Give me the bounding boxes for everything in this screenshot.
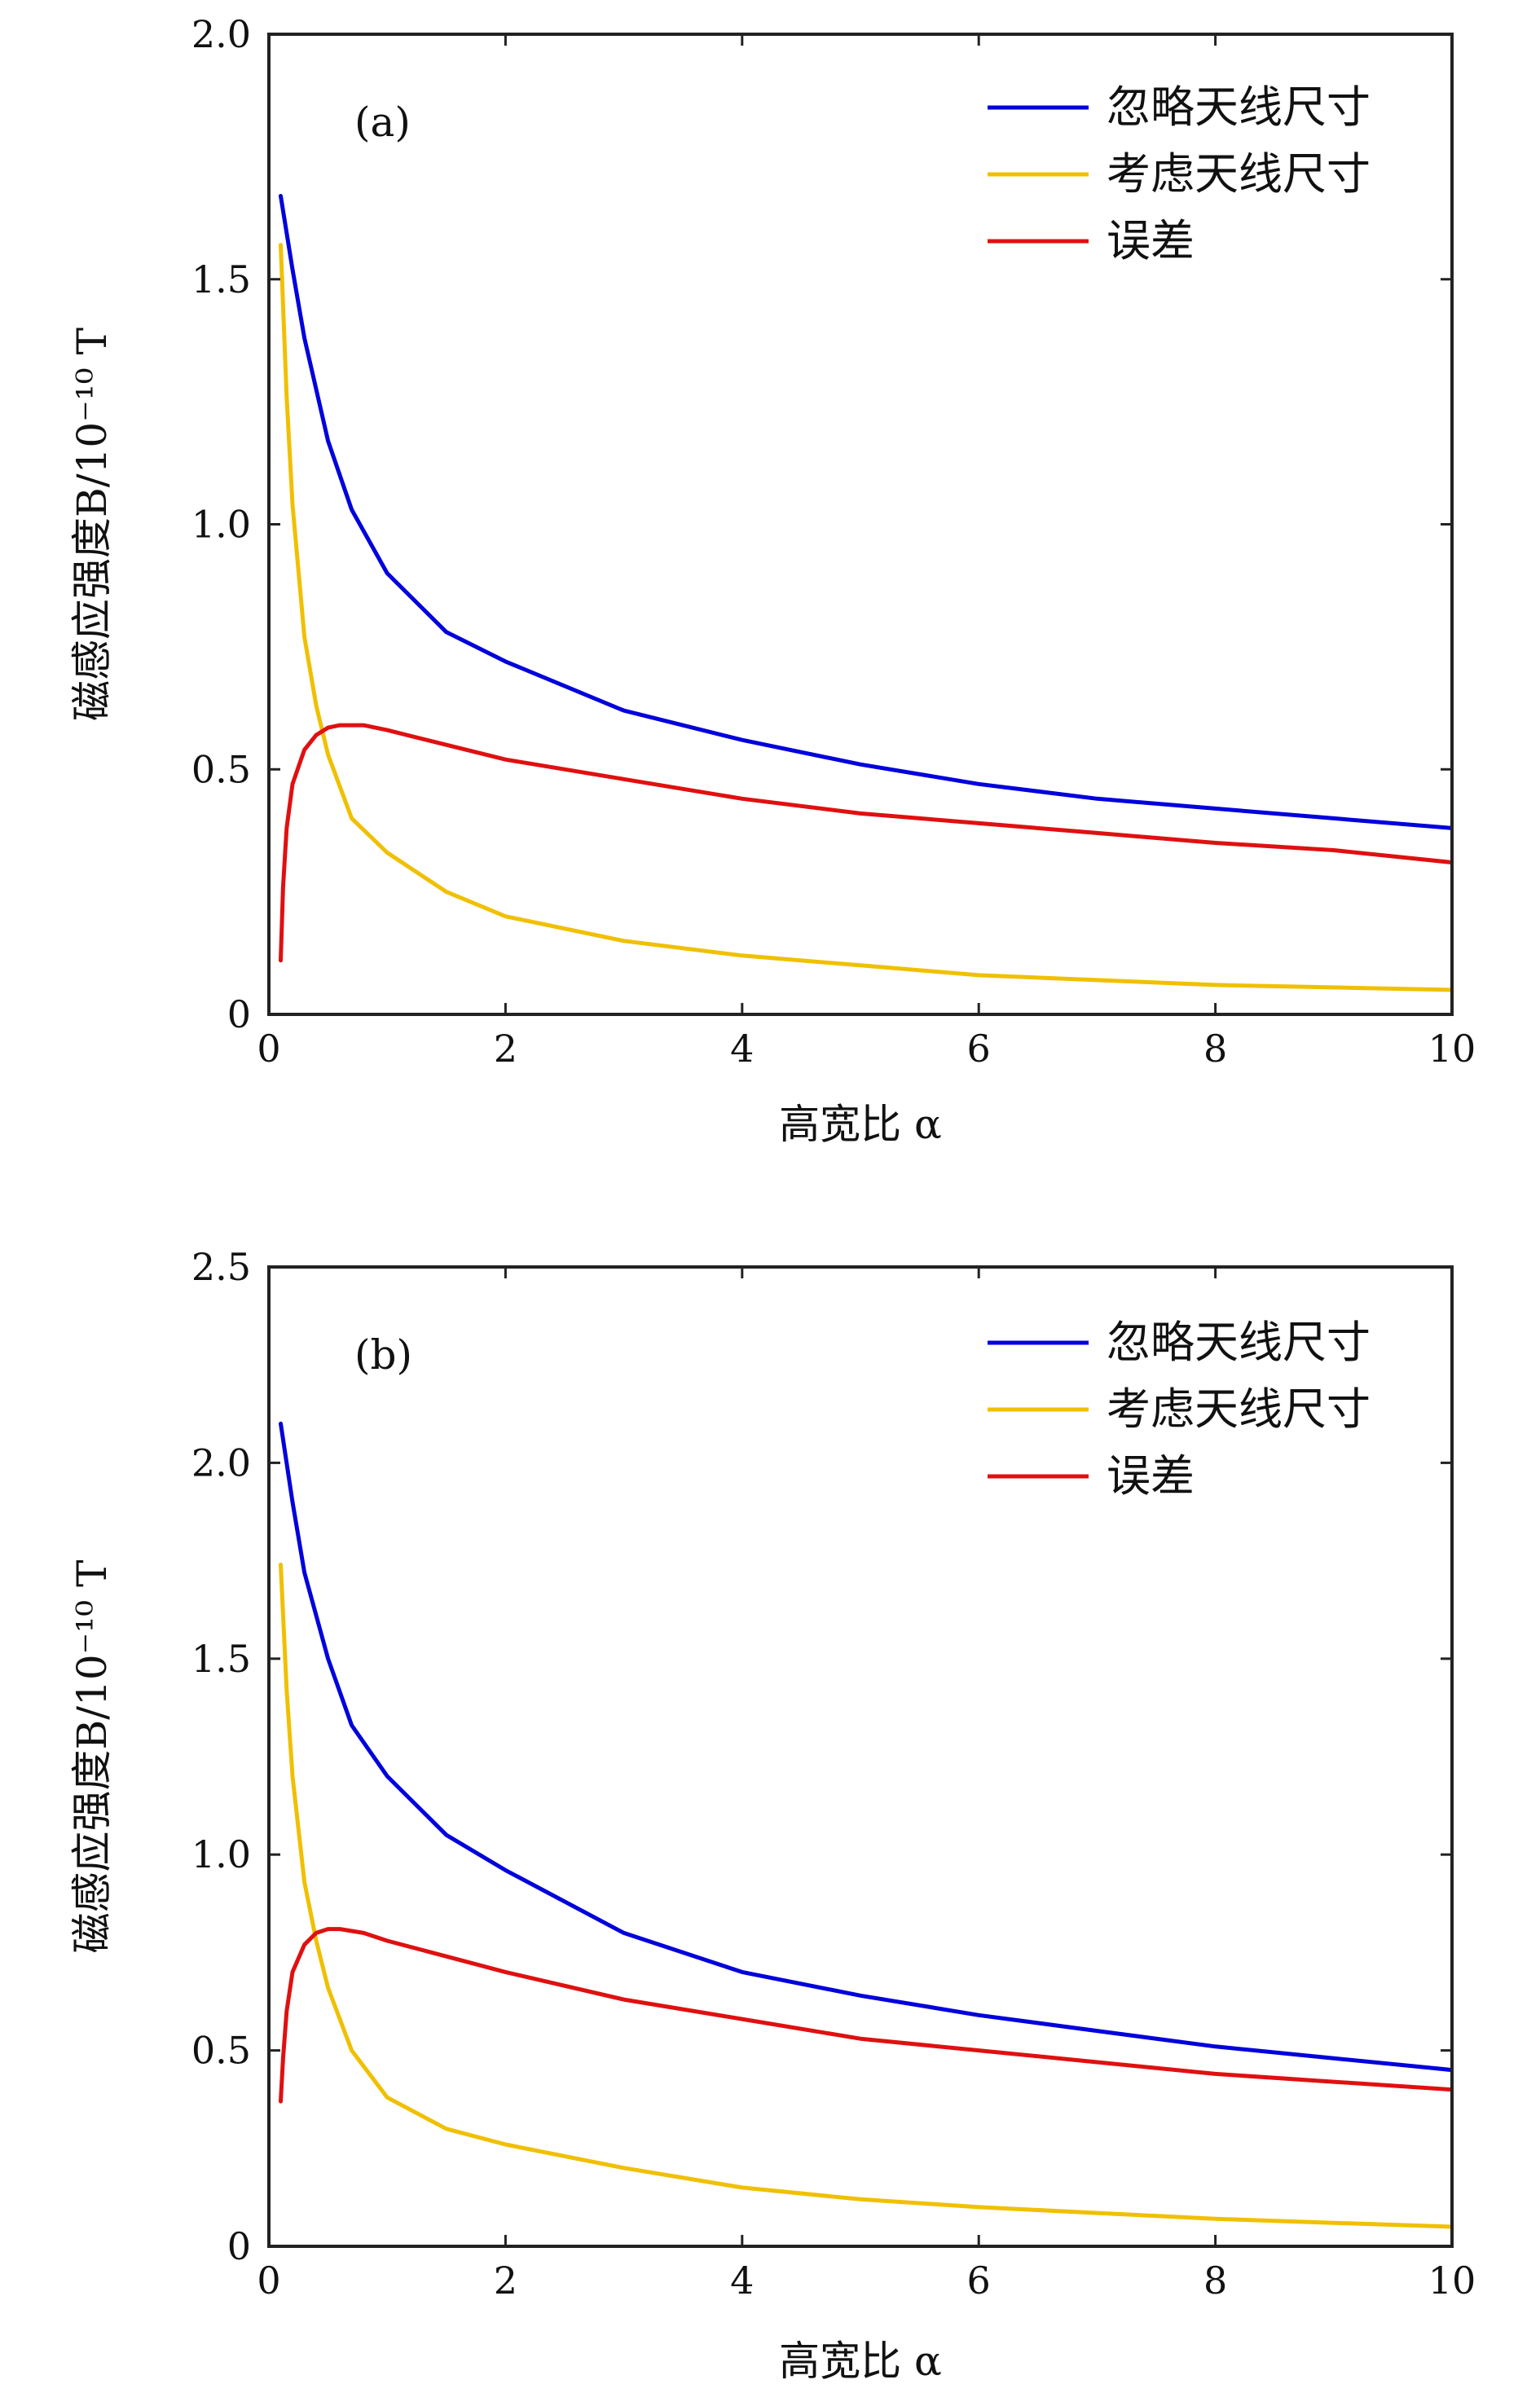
y-tick-label: 1.5	[191, 1637, 251, 1681]
panel-label: (a)	[354, 99, 411, 146]
series-line-1	[279, 1421, 1452, 2073]
series-line-2	[279, 1562, 1452, 2229]
x-tick-label: 6	[967, 1027, 991, 1071]
y-axis-title: 磁感应强度B/10⁻¹⁰ T	[68, 1560, 116, 1954]
chart-panel-a: 0 2 4 6 8 10 0 0.5 1.0 1.5 2.0 高宽比 α 磁感应强度B/10⁻¹⁰ T (…	[68, 12, 1476, 1148]
x-tick-label: 2	[494, 1027, 517, 1071]
y-tick-label: 0.5	[191, 2029, 251, 2073]
x-tick-label: 8	[1203, 1027, 1227, 1071]
x-axis-title: 高宽比 α	[779, 2338, 942, 2385]
x-tick-label: 6	[967, 2259, 991, 2303]
y-tick-label: 0	[227, 992, 251, 1036]
y-tick-label: 1.0	[191, 1832, 251, 1876]
legend-label-3: 误差	[1107, 1450, 1195, 1502]
x-tick-label: 4	[730, 1027, 754, 1071]
legend-label-1: 忽略天线尺寸	[1107, 81, 1371, 133]
y-tick-label: 0.5	[191, 747, 251, 791]
legend-label-1: 忽略天线尺寸	[1107, 1317, 1371, 1368]
y-tick-label: 2.0	[191, 1441, 251, 1485]
x-tick-label: 10	[1428, 1027, 1476, 1071]
series-line-1	[279, 194, 1452, 830]
x-axis-title: 高宽比 α	[779, 1101, 942, 1148]
x-tick-label: 0	[257, 2259, 280, 2303]
plot-frame	[267, 1265, 1454, 2248]
y-tick-label: 2.5	[191, 1245, 251, 1289]
series-line-3	[279, 1927, 1452, 2104]
x-tick-label: 0	[257, 1027, 280, 1071]
series-line-3	[279, 723, 1452, 963]
legend-label-2: 考虑天线尺寸	[1107, 1383, 1371, 1435]
x-tick-label: 2	[494, 2259, 517, 2303]
y-tick-label: 2.0	[191, 12, 251, 56]
legend-label-2: 考虑天线尺寸	[1107, 148, 1371, 200]
y-axis-title: 磁感应强度B/10⁻¹⁰ T	[68, 328, 116, 721]
series-line-2	[279, 243, 1452, 992]
y-tick-label: 1.5	[191, 257, 251, 301]
chart-panel-b: 0 2 4 6 8 10 0 0.5 1.0 1.5 2.0 2.5 高宽比 α 磁感应强度B/10⁻¹⁰…	[68, 1245, 1476, 2385]
y-tick-label: 1.0	[191, 503, 251, 547]
x-tick-label: 8	[1203, 2259, 1227, 2303]
panel-label: (b)	[354, 1331, 412, 1379]
y-tick-label: 0	[227, 2224, 251, 2268]
x-tick-label: 4	[730, 2259, 754, 2303]
legend-label-3: 误差	[1107, 215, 1195, 266]
x-tick-label: 10	[1428, 2259, 1476, 2303]
